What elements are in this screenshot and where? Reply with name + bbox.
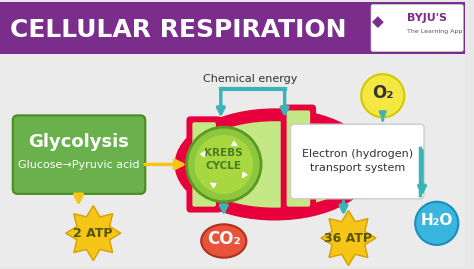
Circle shape	[194, 135, 253, 194]
Text: H₂O: H₂O	[420, 213, 453, 228]
FancyBboxPatch shape	[371, 5, 463, 52]
Circle shape	[186, 127, 261, 202]
Text: CELLULAR RESPIRATION: CELLULAR RESPIRATION	[10, 18, 346, 42]
FancyBboxPatch shape	[0, 54, 465, 267]
Text: Electron (hydrogen)
transport system: Electron (hydrogen) transport system	[302, 150, 413, 174]
Text: Glycolysis: Glycolysis	[28, 133, 129, 151]
Ellipse shape	[177, 111, 373, 218]
Circle shape	[415, 202, 458, 245]
Circle shape	[361, 74, 404, 117]
FancyBboxPatch shape	[281, 105, 316, 213]
FancyBboxPatch shape	[192, 122, 216, 207]
Ellipse shape	[201, 224, 246, 258]
FancyBboxPatch shape	[287, 111, 310, 207]
Text: O₂: O₂	[372, 84, 393, 102]
Text: 36 ATP: 36 ATP	[324, 232, 373, 245]
Polygon shape	[321, 211, 376, 266]
Polygon shape	[66, 206, 121, 261]
FancyBboxPatch shape	[13, 115, 145, 194]
FancyBboxPatch shape	[0, 2, 465, 54]
Polygon shape	[372, 16, 384, 28]
Text: 2 ATP: 2 ATP	[73, 227, 113, 240]
Text: BYJU'S: BYJU'S	[407, 13, 447, 23]
Text: CO₂: CO₂	[207, 230, 241, 248]
Text: The Learning App: The Learning App	[407, 29, 463, 34]
FancyBboxPatch shape	[291, 124, 424, 199]
Text: KREBS
CYCLE: KREBS CYCLE	[204, 148, 243, 171]
Text: Chemical energy: Chemical energy	[203, 74, 298, 84]
FancyBboxPatch shape	[186, 116, 222, 213]
Text: Glucose→Pyruvic acid: Glucose→Pyruvic acid	[18, 160, 140, 171]
Ellipse shape	[188, 121, 362, 208]
